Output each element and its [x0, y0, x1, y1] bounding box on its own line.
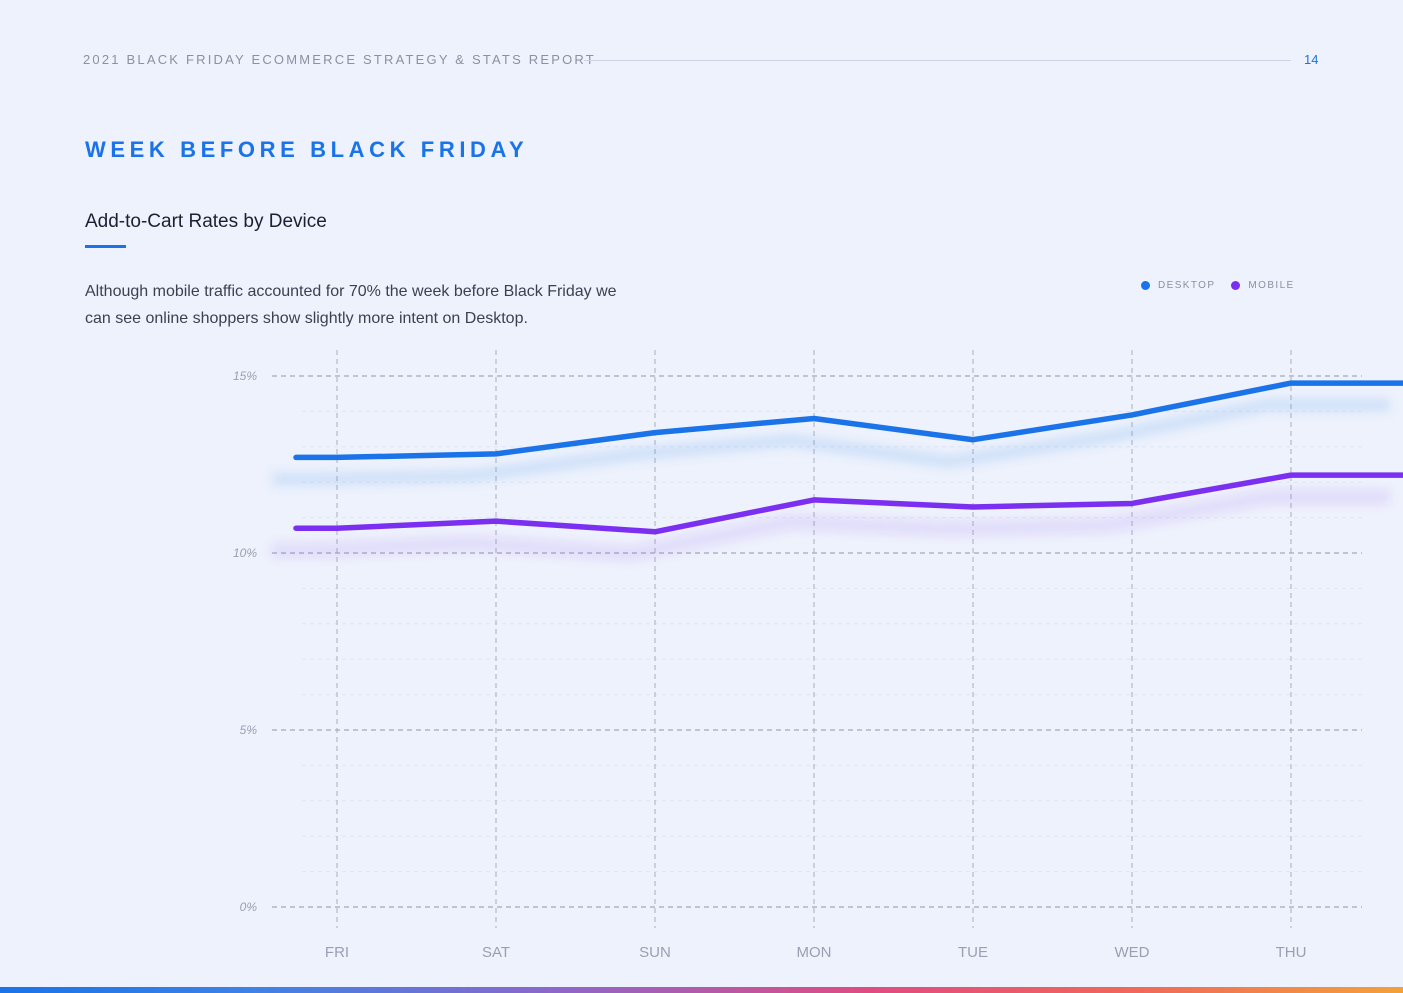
data-point-mobile-fri [334, 525, 340, 531]
data-point-desktop-mon [811, 415, 817, 421]
x-tick-label: SUN [639, 944, 671, 961]
y-tick-label: 5% [240, 723, 258, 737]
chart-grid [272, 350, 1362, 928]
chart-legend: DESKTOP MOBILE [1141, 280, 1311, 291]
data-point-desktop-sat [493, 451, 499, 457]
x-tick-label: MON [797, 944, 832, 961]
series-shadow-desktop [272, 398, 1390, 487]
legend-dot-desktop-icon [1141, 281, 1150, 290]
chart-line-shadows [272, 398, 1390, 561]
data-point-mobile-sat [493, 518, 499, 524]
data-point-mobile-sun [652, 529, 658, 535]
legend-label-desktop: DESKTOP [1158, 280, 1216, 291]
data-point-mobile-wed [1129, 500, 1135, 506]
x-tick-label: TUE [958, 944, 988, 961]
data-point-desktop-fri [334, 454, 340, 460]
data-point-desktop-thu [1288, 380, 1294, 386]
page-number: 14 [1304, 52, 1319, 67]
chart-description: Although mobile traffic accounted for 70… [85, 283, 617, 327]
section-title: WEEK BEFORE BLACK FRIDAY [85, 137, 529, 162]
x-tick-label: FRI [325, 944, 349, 961]
chart-series [293, 380, 1403, 535]
header-divider [584, 60, 1291, 61]
report-title: 2021 BLACK FRIDAY ECOMMERCE STRATEGY & S… [83, 52, 596, 67]
data-point-mobile-thu [1288, 472, 1294, 478]
legend-item-desktop: DESKTOP [1141, 280, 1215, 291]
y-tick-label: 0% [240, 900, 258, 914]
legend-label-mobile: MOBILE [1248, 280, 1295, 291]
legend-item-mobile: MOBILE [1231, 280, 1294, 291]
data-point-desktop-sun [652, 430, 658, 436]
heading-underline [85, 245, 126, 248]
y-tick-label: 10% [233, 546, 257, 560]
data-point-desktop-tue [970, 437, 976, 443]
series-shadow-mobile [272, 490, 1390, 561]
data-point-desktop-wed [1129, 412, 1135, 418]
chart-heading: Add-to-Cart Rates by Device [85, 211, 327, 232]
x-tick-label: WED [1115, 944, 1150, 961]
data-point-mobile-mon [811, 497, 817, 503]
legend-dot-mobile-icon [1231, 281, 1241, 290]
x-tick-label: THU [1276, 944, 1307, 961]
x-tick-label: SAT [482, 944, 510, 961]
chart-axis-labels: 0% 5% 10% 15% FRI SAT SUN MON TUE WED THU [233, 369, 1306, 961]
data-point-mobile-tue [970, 504, 976, 510]
gradient-footer-bar [0, 987, 1403, 993]
y-tick-label: 15% [233, 369, 257, 383]
